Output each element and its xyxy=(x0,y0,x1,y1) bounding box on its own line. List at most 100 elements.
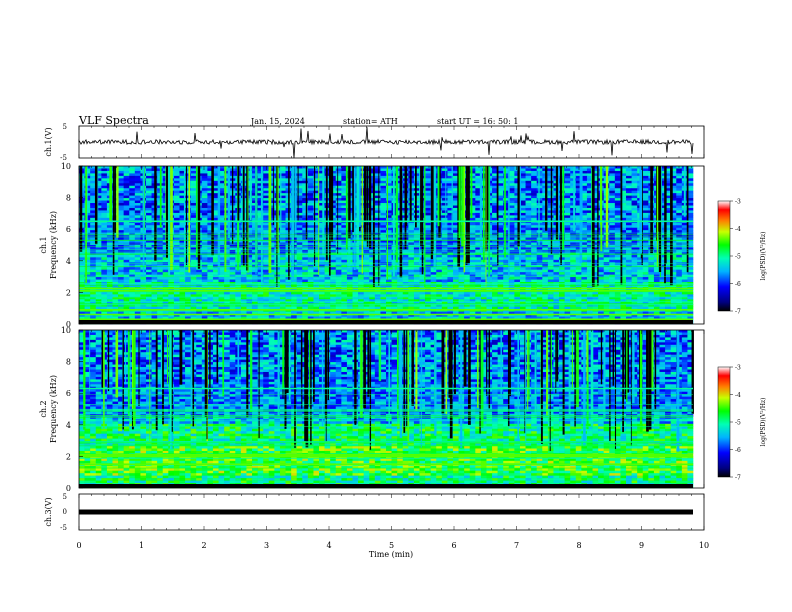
spectrogram-cell xyxy=(190,264,197,268)
spectrogram-cell xyxy=(564,173,571,177)
spectrogram-cell xyxy=(665,180,671,184)
spectrogram-cell xyxy=(575,178,582,182)
spectrogram-cell xyxy=(218,168,225,172)
spectrogram-cell xyxy=(335,183,342,187)
spectrogram-cell xyxy=(620,173,627,177)
spectrogram-cell xyxy=(559,170,565,174)
spectrogram-cell xyxy=(123,207,130,211)
spectrogram-cell xyxy=(173,198,180,201)
spectrogram-cell xyxy=(503,183,510,187)
spectrogram-cell xyxy=(441,269,448,273)
spectrogram-cell xyxy=(492,227,498,231)
spectrogram-cell xyxy=(564,195,571,199)
spectrogram-cell xyxy=(620,227,627,231)
spectrogram-cell xyxy=(586,232,593,236)
spectrogram-cell xyxy=(224,274,231,278)
spectrogram-cell xyxy=(207,264,214,268)
spectrogram-cell xyxy=(101,227,108,231)
spectrogram-cell xyxy=(341,195,348,199)
spectrogram-cell xyxy=(503,240,510,243)
spectrogram-cell xyxy=(84,259,91,263)
spectrogram-cell xyxy=(279,267,286,270)
spectrogram-cell xyxy=(631,232,638,236)
spectrogram-cell xyxy=(240,267,247,270)
spectrogram-cell xyxy=(279,195,286,199)
spectrogram-cell xyxy=(263,257,270,261)
spectrogram-cell xyxy=(101,170,108,174)
spectrogram-cell xyxy=(497,222,504,226)
spectrogram-cell xyxy=(536,232,543,236)
spectrogram-cell xyxy=(201,230,208,233)
spectrogram-cell xyxy=(452,183,459,187)
spectrogram-cell xyxy=(296,225,303,229)
spectrogram-cell xyxy=(380,173,387,177)
spectrogram-cell xyxy=(341,183,348,187)
spectrogram-cell xyxy=(475,222,482,226)
spectrogram-cell xyxy=(162,247,169,251)
spectrogram-cell xyxy=(497,269,504,273)
spectrogram-cell xyxy=(302,257,309,261)
spectrogram-cell xyxy=(425,170,431,174)
spectrogram-cell xyxy=(90,222,97,226)
spectrogram-cell xyxy=(330,203,337,206)
spectrogram-cell xyxy=(642,200,649,204)
spectrogram-cell xyxy=(559,257,565,261)
spectrogram-cell xyxy=(201,272,208,275)
spectrogram-cell xyxy=(609,215,616,219)
spectrogram-cell xyxy=(503,185,510,189)
spectrogram-cell xyxy=(681,227,688,231)
spectrogram-cell xyxy=(380,225,387,229)
spectrogram-cell xyxy=(564,185,571,189)
spectrogram-cell xyxy=(207,203,214,206)
spectrogram-cell xyxy=(319,185,325,189)
spectrogram-cell xyxy=(536,210,543,214)
spectrogram-cell xyxy=(358,225,364,229)
spectrogram-cell xyxy=(79,264,85,268)
spectrogram-cell xyxy=(386,180,392,184)
spectrogram-cell xyxy=(179,200,186,204)
spectrogram-cell xyxy=(380,207,387,211)
spectrogram-cell xyxy=(441,230,448,233)
spectrogram-cell xyxy=(134,195,141,199)
spectrogram-cell xyxy=(302,178,309,182)
spectrogram-cell xyxy=(313,259,320,263)
spectrogram-cell xyxy=(665,190,671,194)
spectrogram-cell xyxy=(145,212,152,216)
spectrogram-cell xyxy=(90,237,97,241)
spectrogram-cell xyxy=(441,173,448,177)
spectrogram-cell xyxy=(559,247,565,251)
spectrogram-cell xyxy=(441,203,448,206)
spectrogram-cell xyxy=(84,247,91,251)
spectrogram-cell xyxy=(531,212,538,216)
spectrogram-cell xyxy=(296,257,303,261)
spectrogram-cell xyxy=(335,272,342,275)
spectrogram-cell xyxy=(106,237,113,241)
spectrogram-cell xyxy=(201,237,208,241)
spectrogram-cell xyxy=(179,205,186,209)
spectrogram-cell xyxy=(665,198,671,201)
spectrogram-cell xyxy=(145,185,152,189)
spectrogram-cell xyxy=(252,183,258,187)
spectrogram-cell xyxy=(559,195,565,199)
spectrogram-cell xyxy=(614,222,621,226)
spectrogram-cell xyxy=(369,178,376,182)
spectrogram-cell xyxy=(581,222,588,226)
spectrogram-cell xyxy=(497,215,504,219)
spectrogram-cell xyxy=(631,180,638,184)
spectrogram-cell xyxy=(570,237,577,241)
spectrogram-cell xyxy=(408,247,415,251)
spectrogram-cell xyxy=(330,227,337,231)
spectrogram-cell xyxy=(95,237,102,241)
spectrogram-cell xyxy=(307,259,314,263)
spectrogram-cell xyxy=(257,166,264,169)
spectrogram-cell xyxy=(575,185,582,189)
spectrogram-cell xyxy=(279,173,286,177)
spectrogram-cell xyxy=(145,210,152,214)
spectrogram-cell xyxy=(458,257,465,261)
spectrogram-cell xyxy=(531,207,538,211)
spectrogram-cell xyxy=(263,232,270,236)
figure-title: VLF Spectra xyxy=(78,114,149,127)
spectrogram-cell xyxy=(118,203,124,206)
spectrogram-cell xyxy=(492,237,498,241)
spectrogram-cell xyxy=(631,269,638,273)
